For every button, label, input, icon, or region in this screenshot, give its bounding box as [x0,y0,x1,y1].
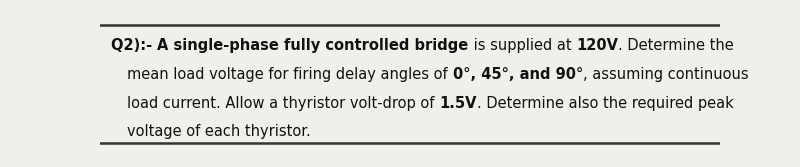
Text: 1.5V: 1.5V [439,96,477,111]
Text: load current. Allow a thyristor volt-drop of: load current. Allow a thyristor volt-dro… [127,96,439,111]
Text: A single-phase fully controlled bridge: A single-phase fully controlled bridge [158,38,469,53]
Text: voltage of each thyristor.: voltage of each thyristor. [127,124,311,139]
Text: mean load voltage for firing delay angles of: mean load voltage for firing delay angle… [127,67,453,82]
Text: Q2):-: Q2):- [111,38,158,53]
Text: is supplied at: is supplied at [469,38,576,53]
Text: 0°, 45°, and 90°: 0°, 45°, and 90° [453,67,582,82]
Text: . Determine the: . Determine the [618,38,734,53]
Text: , assuming continuous: , assuming continuous [582,67,749,82]
Text: . Determine also the required peak: . Determine also the required peak [477,96,734,111]
Text: 120V: 120V [576,38,618,53]
